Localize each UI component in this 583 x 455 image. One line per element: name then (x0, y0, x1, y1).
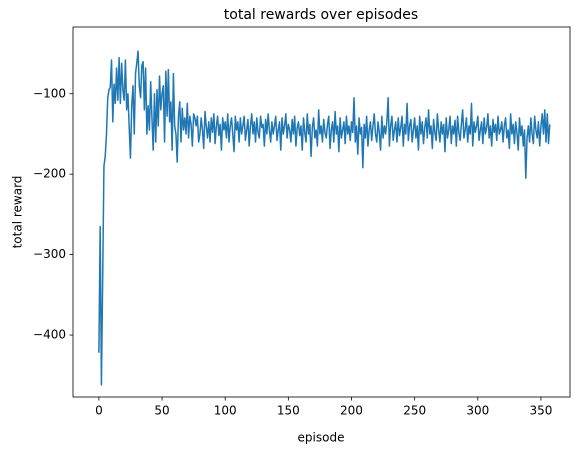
y-axis-label: total reward (11, 176, 25, 249)
x-tick-label: 350 (529, 404, 552, 418)
data-line (98, 50, 551, 386)
x-tick-label: 150 (277, 404, 300, 418)
x-tick-label: 250 (403, 404, 426, 418)
y-tick-label: −300 (33, 247, 66, 261)
x-tick-label: 100 (214, 404, 237, 418)
x-tick-label: 300 (466, 404, 489, 418)
y-tick-label: −400 (33, 328, 66, 342)
y-tick-label: −100 (33, 86, 66, 100)
x-tick-label: 50 (154, 404, 169, 418)
plot-frame (72, 26, 571, 398)
y-tick-label: −200 (33, 167, 66, 181)
x-tick-label: 0 (95, 404, 103, 418)
x-axis-label: episode (298, 431, 345, 445)
x-tick-label: 200 (340, 404, 363, 418)
chart-title: total rewards over episodes (224, 7, 418, 23)
